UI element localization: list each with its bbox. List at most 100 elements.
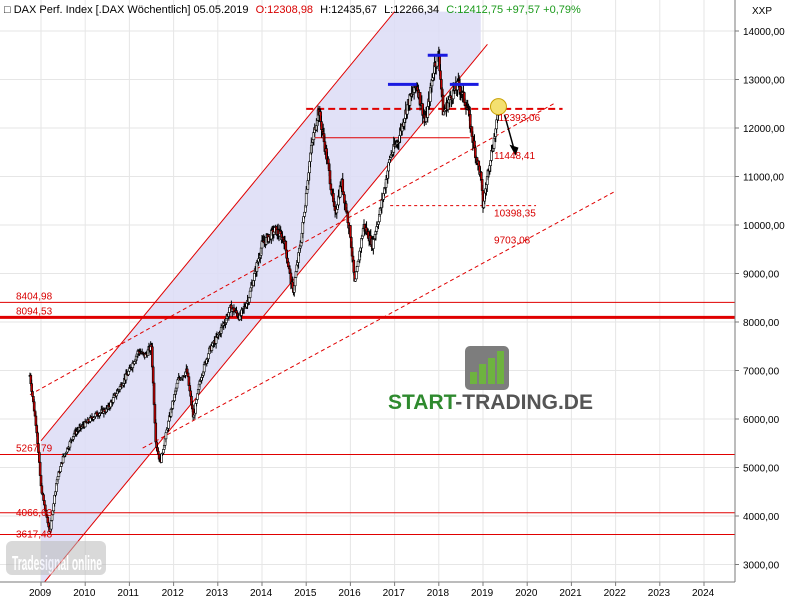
candle-body — [320, 121, 323, 130]
x-tick-label: 2012 — [162, 588, 185, 599]
trend-line — [29, 103, 554, 396]
level-labels: 12393,06 11448,41 10398,35 9703,08 8404,98 80… — [16, 113, 541, 541]
logo-bar-3 — [488, 358, 495, 384]
trend-line — [142, 190, 616, 449]
candle-body — [43, 500, 46, 506]
candle-body — [167, 420, 170, 429]
candle-body — [38, 462, 42, 476]
y-axis-ticks: 3000,00 4000,00 5000,00 6000,00 7000,00 8000,… — [735, 27, 785, 572]
logo-bar-1 — [470, 372, 477, 384]
candle-body — [329, 183, 333, 191]
candle-body — [152, 382, 156, 405]
x-axis-ticks: 2009 2010 2011 2012 2013 2014 2015 2016 2017 2018… — [29, 582, 715, 599]
candle-body — [304, 192, 308, 207]
x-tick-label: 2023 — [648, 588, 671, 599]
candle-body — [372, 239, 375, 249]
candle-body — [253, 273, 256, 281]
candle-body — [293, 277, 297, 287]
candle-body — [439, 70, 442, 80]
candle-body — [349, 225, 352, 238]
candle-body — [56, 476, 60, 481]
candle-body — [384, 178, 388, 188]
candle-body — [284, 240, 288, 251]
y-tick-label: 10000,00 — [743, 221, 785, 232]
x-tick-label: 2024 — [692, 588, 715, 599]
tradesignal-watermark: Tradesignal online — [6, 541, 106, 575]
candle-body — [354, 278, 357, 282]
candle-body — [36, 432, 39, 444]
candle-body — [479, 171, 483, 180]
down-arrow-shaft — [503, 114, 516, 151]
x-tick-label: 2020 — [515, 588, 538, 599]
candle-body — [186, 372, 190, 378]
candle-body — [31, 391, 34, 397]
overlay-lines — [0, 11, 735, 587]
logo-bar-4 — [497, 351, 504, 384]
candle-body — [341, 179, 345, 193]
y-tick-label: 3000,00 — [743, 561, 780, 572]
y-axis-unit: XXP — [752, 6, 772, 17]
watermark-text: Tradesignal online — [12, 553, 102, 575]
channel-lower-line — [40, 43, 488, 587]
candle-body — [272, 231, 276, 235]
candle-body — [351, 255, 355, 261]
candle-body — [207, 353, 210, 360]
candle-body — [294, 271, 298, 278]
header-low: L:12266,34 — [384, 4, 439, 16]
level-label: 10398,35 — [494, 209, 536, 220]
target-marker — [489, 98, 507, 116]
level-label: 11448,41 — [494, 151, 535, 162]
candle-body — [151, 366, 155, 384]
x-tick-label: 2021 — [559, 588, 582, 599]
x-axis-panel — [0, 582, 800, 600]
y-tick-label: 8000,00 — [743, 318, 780, 329]
x-tick-label: 2016 — [338, 588, 361, 599]
annotations — [387, 53, 519, 156]
x-tick-label: 2017 — [383, 588, 406, 599]
down-arrow-head — [509, 144, 519, 156]
start-trading-logo: START-TRADING.DE — [388, 346, 593, 414]
channel-area — [41, 11, 481, 587]
channel-upper-line — [40, 11, 395, 442]
candle-body — [335, 208, 339, 214]
y-axis-panel — [735, 0, 800, 582]
y-tick-label: 11000,00 — [743, 173, 784, 184]
candle-body — [196, 393, 199, 400]
level-label: 8094,53 — [16, 306, 53, 317]
candle-body — [42, 494, 45, 501]
x-tick-label: 2009 — [29, 588, 52, 599]
x-tick-label: 2015 — [294, 588, 317, 599]
header-icon: □ — [4, 4, 14, 16]
candle-body — [111, 397, 115, 403]
x-tick-label: 2018 — [427, 588, 450, 599]
candle-body — [342, 191, 345, 196]
x-tick-label: 2019 — [471, 588, 494, 599]
x-tick-label: 2010 — [73, 588, 96, 599]
logo-bar-2 — [479, 364, 486, 384]
y-tick-label: 14000,00 — [743, 27, 785, 38]
candle-body — [162, 449, 165, 454]
level-label: 3617,48 — [16, 530, 53, 541]
candle-body — [154, 422, 158, 443]
candle-body — [248, 290, 252, 298]
price-series — [28, 46, 500, 534]
candle-body — [164, 432, 168, 440]
candle-body — [477, 160, 481, 167]
level-label: 4066,63 — [16, 508, 53, 519]
header-title: DAX Perf. Index [.DAX Wöchentlich] 05.05… — [14, 4, 249, 16]
candle-body — [418, 92, 422, 105]
y-tick-label: 6000,00 — [743, 415, 780, 426]
level-label: 5267,79 — [16, 444, 53, 455]
candle-body — [352, 259, 356, 273]
watermark-bg — [6, 541, 106, 575]
level-label: 12393,06 — [498, 113, 540, 124]
y-tick-label: 5000,00 — [743, 464, 780, 475]
x-tick-label: 2013 — [206, 588, 229, 599]
x-tick-label: 2022 — [604, 588, 627, 599]
header-close: C:12412,75 +97,57 +0,79% — [446, 4, 581, 16]
candle-body — [346, 212, 350, 224]
x-tick-label: 2014 — [250, 588, 273, 599]
y-tick-label: 4000,00 — [743, 512, 780, 523]
